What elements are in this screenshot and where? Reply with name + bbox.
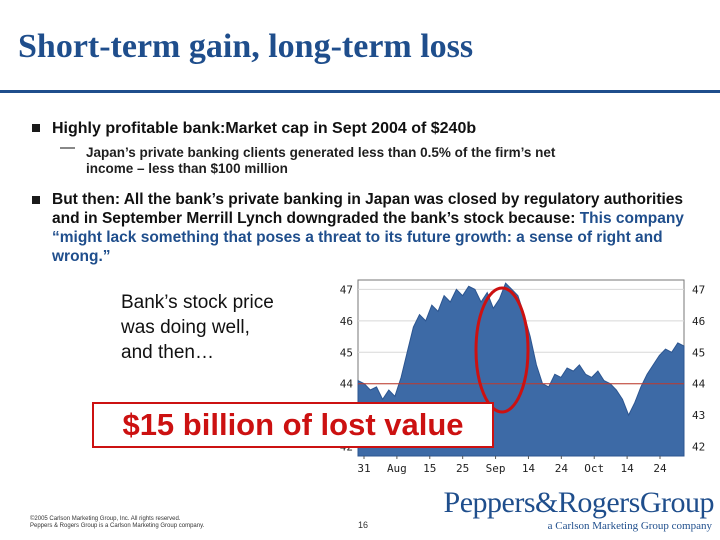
slide-title: Short-term gain, long-term loss [18,28,474,65]
chart-x-tick: 15 [423,462,436,475]
lost-value-callout: $15 billion of lost value [92,402,494,448]
chart-x-tick: 24 [555,462,569,475]
copyright-line-1: ©2005 Carlson Marketing Group, Inc. All … [30,516,181,522]
chart-x-tick: 24 [653,462,667,475]
bullet-2: But then: All the bank’s private banking… [52,190,707,266]
bullet-2-quote: This company “might lack something that … [52,210,684,265]
page-number: 16 [358,520,369,530]
chart-x-tick: 31 [357,462,370,475]
chart-x-tick: 25 [456,462,469,475]
chart-x-tick: 14 [522,462,536,475]
title-underline [0,90,720,93]
stock-price-chart: 424344454647424344454647 31Aug1525Sep142… [340,279,706,475]
chart-y-tick-left: 46 [340,315,353,328]
sub-bullet-1-line-2: income – less than $100 million [86,161,288,176]
chart-x-ticks: 31 Aug 15 25 Sep 14 24 Oct 14 24 [357,456,667,475]
chart-highlight [474,286,530,414]
chart-y-tick-right: 42 [692,441,705,454]
chart-x-tick: Oct [584,462,604,475]
sub-bullet-1: Japan’s private banking clients generate… [86,145,686,177]
chart-y-tick-right: 47 [692,283,705,296]
chart-x-tick: 14 [620,462,634,475]
company-logo: Peppers&RogersGroup a Carlson Marketing … [428,486,718,536]
chart-highlight-ellipse [474,286,530,414]
chart-note-line-1: Bank’s stock price [121,292,274,313]
chart-note-line-3: and then… [121,342,214,363]
chart-y-tick-right: 45 [692,346,705,359]
sub-bullet-1-line-1: Japan’s private banking clients generate… [86,145,556,160]
copyright-line-2: Peppers & Rogers Group is a Carlson Mark… [30,523,205,529]
logo-main-text: Peppers&RogersGroup [443,486,715,519]
logo-sub-text: a Carlson Marketing Group company [547,520,712,532]
chart-y-tick-right: 43 [692,409,705,422]
chart-x-tick: Aug [387,462,407,475]
bullet-square-2 [32,196,40,204]
chart-note: Bank’s stock price was doing well, and t… [121,290,321,365]
chart-y-tick-left: 45 [340,346,353,359]
bullet-2-intro: But then: All the bank’s private banking… [52,191,684,227]
bullet-1: Highly profitable bank:Market cap in Sep… [52,120,477,137]
chart-note-line-2: was doing well, [121,317,250,338]
copyright: ©2005 Carlson Marketing Group, Inc. All … [30,516,204,530]
chart-y-tick-right: 44 [692,378,706,391]
sub-bullet-dash: — [60,139,75,156]
chart-y-tick-left: 44 [340,378,354,391]
chart-y-tick-right: 46 [692,315,705,328]
chart-y-tick-left: 47 [340,283,353,296]
bullet-square-1 [32,124,40,132]
chart-x-tick: Sep [486,462,506,475]
